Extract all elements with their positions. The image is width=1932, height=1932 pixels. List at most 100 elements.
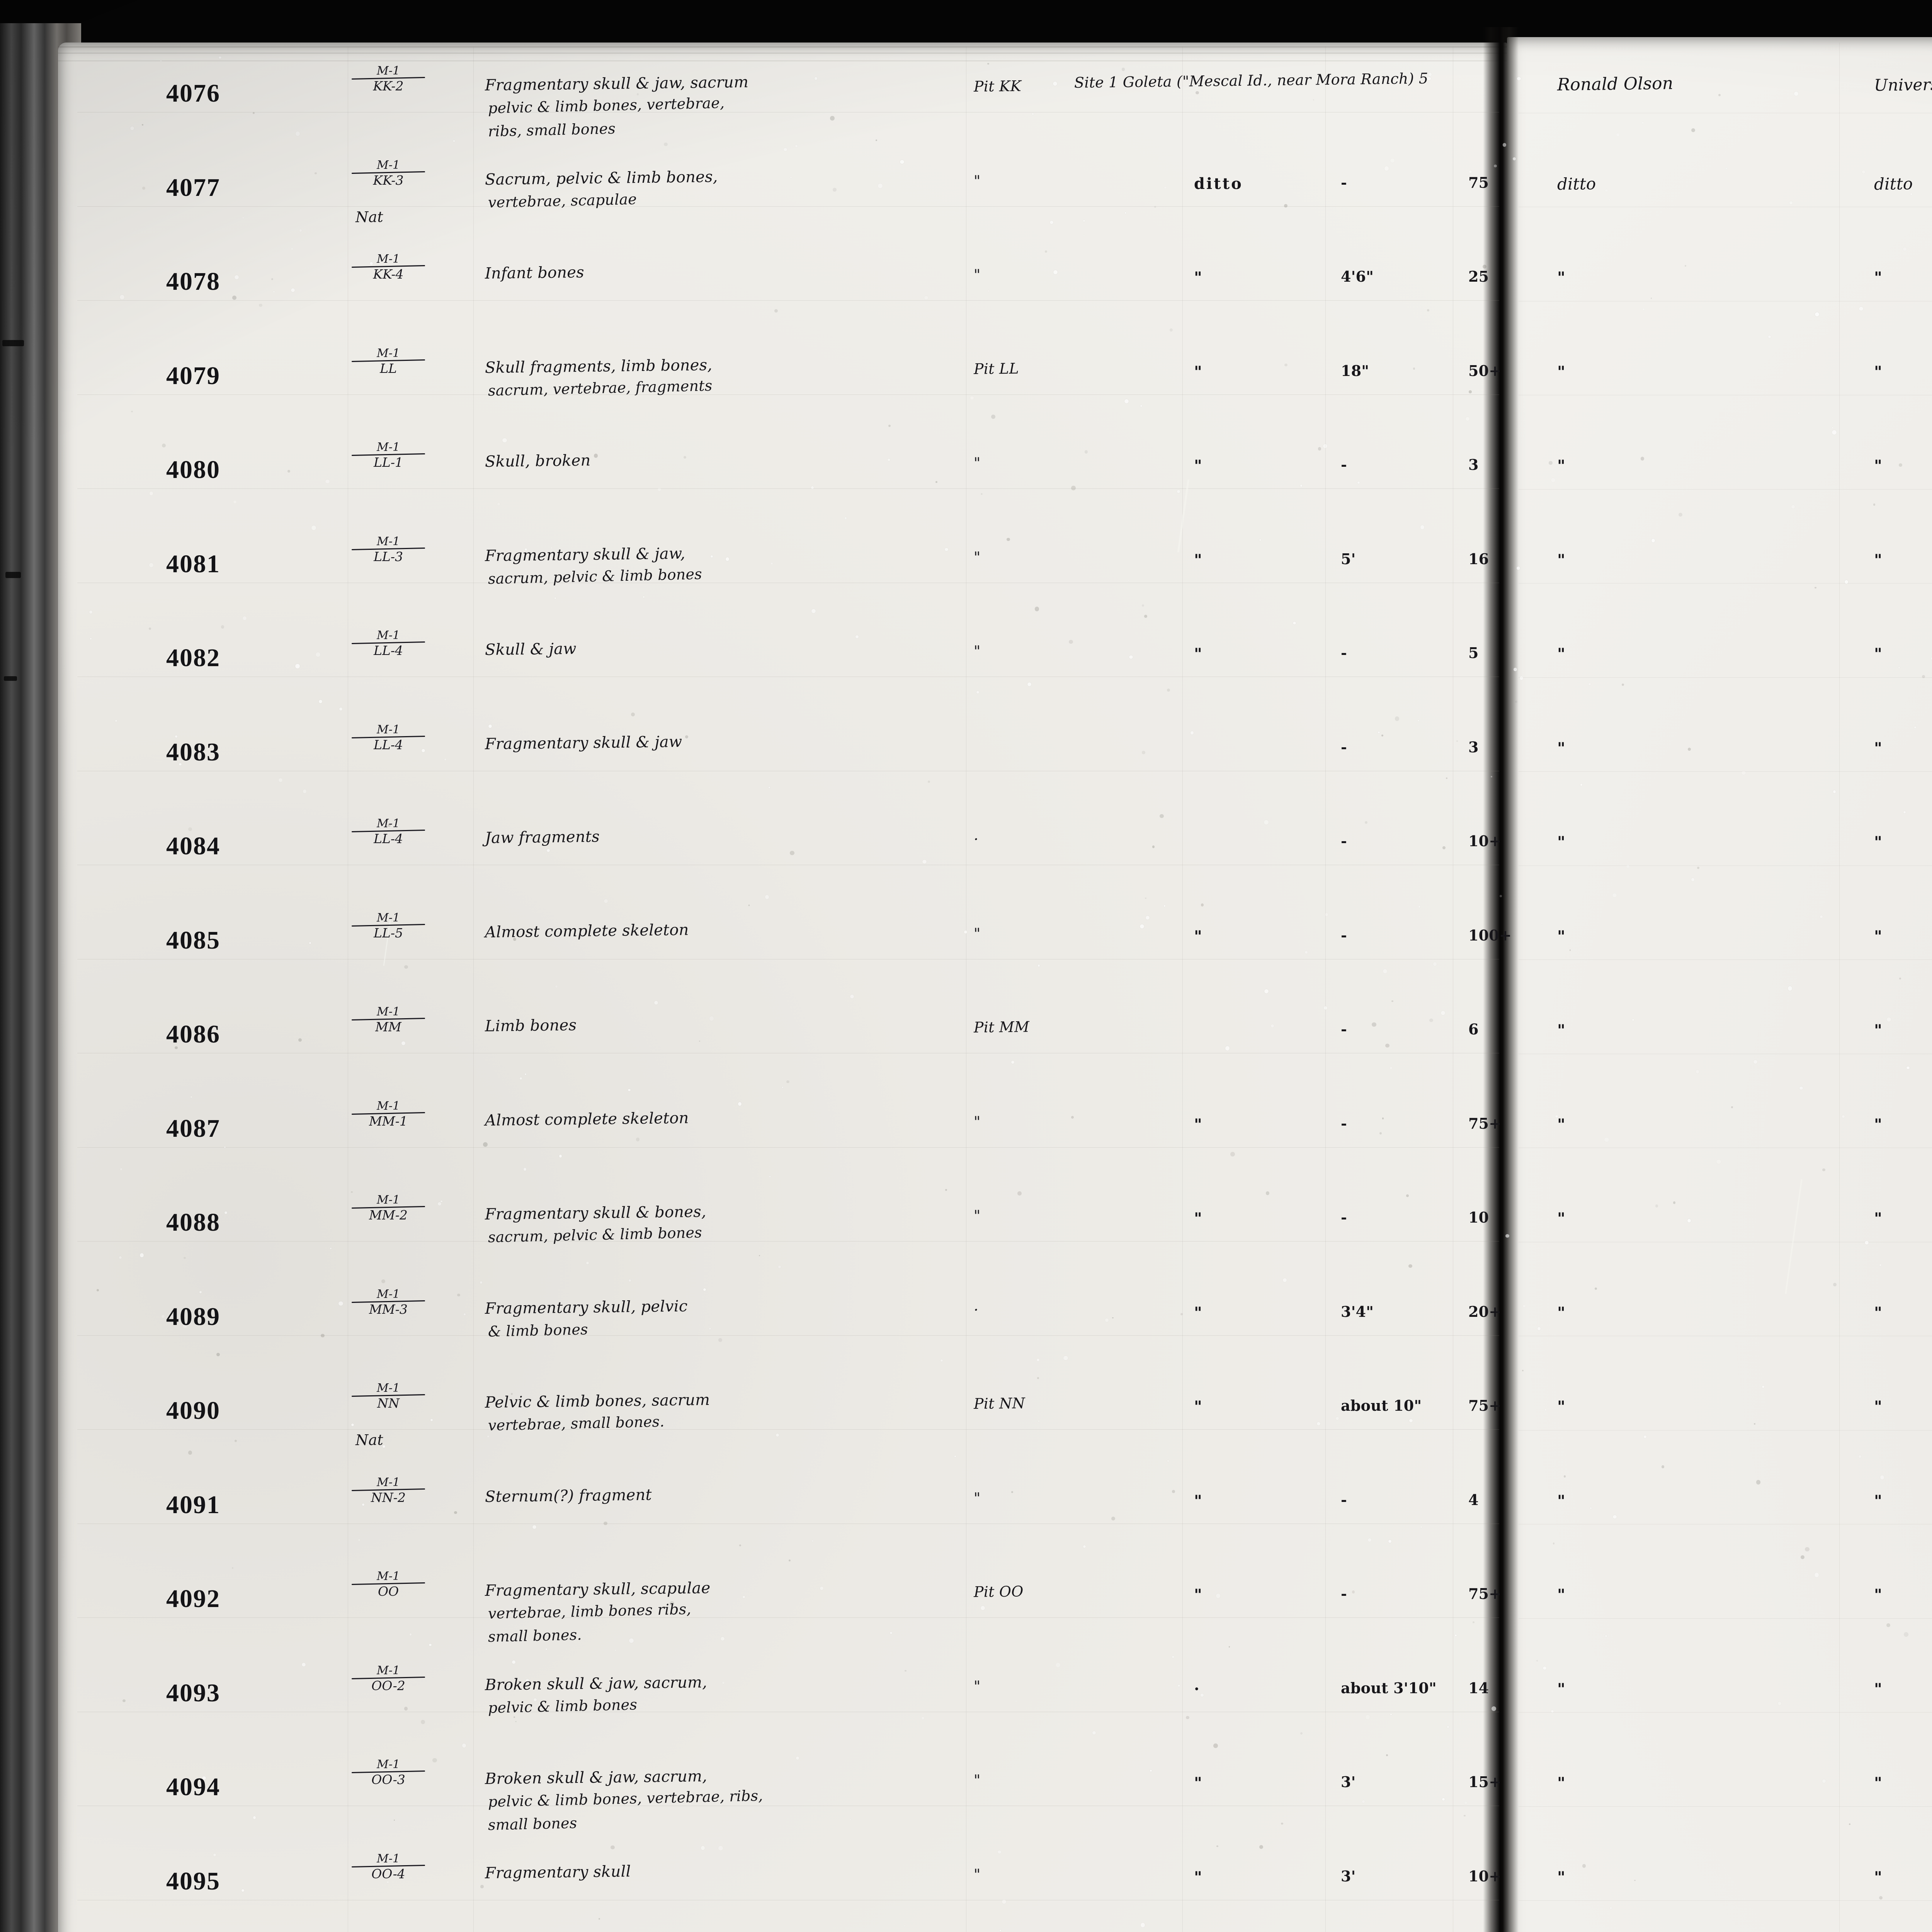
- paper-fleck: [796, 1756, 799, 1760]
- paper-fleck: [1899, 978, 1901, 980]
- paper-fleck: [629, 1638, 634, 1643]
- paper-fleck: [483, 1142, 488, 1147]
- paper-fleck: [1634, 1879, 1636, 1881]
- paper-fleck: [303, 789, 307, 793]
- paper-fleck: [1447, 1726, 1449, 1728]
- paper-fleck: [1270, 1024, 1274, 1028]
- paper-fleck: [259, 303, 262, 307]
- paper-fleck: [1216, 1594, 1221, 1599]
- paper-fleck: [172, 1217, 174, 1219]
- collector-value: ": [1557, 1680, 1567, 1698]
- paper-fleck: [709, 1016, 714, 1021]
- paper-fleck: [242, 1889, 245, 1892]
- paper-fleck: [480, 1281, 483, 1284]
- paper-fleck: [594, 453, 598, 458]
- paper-fleck: [1555, 1115, 1558, 1118]
- paper-fleck: [1716, 1160, 1721, 1164]
- paper-fleck: [1365, 1714, 1370, 1719]
- paper-fleck: [1726, 168, 1727, 169]
- paper-fleck: [1864, 1240, 1869, 1245]
- paper-fleck: [830, 116, 835, 121]
- paper-fleck: [699, 1040, 701, 1042]
- paper-fleck: [1011, 1061, 1015, 1064]
- paper-fleck: [1922, 675, 1925, 678]
- paper-fleck: [1904, 1632, 1908, 1637]
- collector-value: ": [1557, 362, 1567, 381]
- collector-value: ": [1557, 1774, 1567, 1792]
- paper-fleck: [1641, 122, 1644, 124]
- paper-fleck: [1541, 922, 1543, 924]
- paper-fleck: [529, 1213, 531, 1215]
- paper-fleck: [1833, 1282, 1837, 1286]
- paper-fleck: [976, 690, 979, 694]
- paper-fleck: [814, 77, 818, 80]
- description-line: ribs, small bones: [488, 120, 616, 140]
- description-line: Fragmentary skull, pelvic: [485, 1297, 688, 1318]
- quantity-value: 10: [1468, 1209, 1489, 1226]
- paper-fleck: [987, 63, 989, 65]
- paper-fleck: [190, 1096, 192, 1098]
- paper-fleck: [1608, 199, 1610, 201]
- locality-ditto: ditto: [1194, 174, 1243, 193]
- paper-fleck: [1517, 77, 1521, 81]
- paper-fleck: [497, 502, 500, 506]
- field-number-denominator: LL-3: [374, 549, 403, 564]
- collector-value: ": [1557, 1209, 1567, 1228]
- paper-fleck: [232, 296, 236, 300]
- paper-fleck: [1007, 537, 1010, 541]
- field-number-numerator: M-1: [377, 1663, 400, 1677]
- quantity-value: 75+: [1468, 1397, 1502, 1414]
- paper-fleck: [97, 1289, 99, 1291]
- locality-ditto: ·: [1194, 1680, 1201, 1698]
- paper-fleck: [1063, 1356, 1068, 1361]
- paper-fleck: [1903, 811, 1906, 813]
- paper-fleck: [1196, 91, 1199, 95]
- locality-text: ": [973, 454, 981, 471]
- paper-fleck: [224, 1211, 228, 1214]
- paper-fleck: [316, 652, 321, 657]
- collector-value: ": [1557, 1492, 1567, 1510]
- locality-text: Pit KK: [973, 77, 1022, 95]
- paper-fleck: [1685, 265, 1687, 267]
- catalog-number: 4085: [166, 926, 220, 954]
- paper-fleck: [1697, 866, 1700, 869]
- paper-fleck: [1820, 915, 1823, 918]
- paper-fleck: [599, 124, 602, 127]
- paper-fleck: [1595, 1287, 1597, 1290]
- paper-fleck: [1001, 87, 1006, 92]
- field-number-denominator: OO: [378, 1584, 399, 1599]
- paper-fleck: [1886, 1017, 1891, 1022]
- paper-fleck: [1626, 864, 1630, 868]
- depth-value: about 10": [1341, 1397, 1422, 1414]
- paper-fleck: [559, 1155, 562, 1158]
- catalog-number: 4077: [166, 173, 220, 202]
- description-line: Skull fragments, limb bones,: [485, 356, 713, 377]
- paper-fleck: [1150, 1770, 1152, 1772]
- paper-fleck: [1139, 924, 1144, 929]
- column-rule: [473, 46, 474, 1932]
- paper-fleck: [980, 1606, 985, 1610]
- book-gutter: [1483, 27, 1519, 1932]
- paper-fleck: [924, 296, 928, 300]
- field-number-fraction: M-1 LL: [351, 347, 425, 375]
- locality-ditto: ": [1194, 645, 1204, 663]
- paper-fleck: [231, 1567, 233, 1569]
- field-number-denominator: OO-2: [371, 1678, 405, 1693]
- locality-text: ·: [973, 830, 979, 848]
- paper-fleck: [928, 781, 930, 783]
- paper-fleck: [1264, 989, 1269, 994]
- paper-fleck: [188, 827, 192, 832]
- locality-text: ": [973, 172, 981, 189]
- locality-ditto: ": [1194, 1115, 1204, 1134]
- source-value: ": [1874, 1680, 1884, 1698]
- paper-fleck: [1804, 1547, 1810, 1552]
- paper-fleck: [546, 1648, 548, 1650]
- ledger-page-recto: [1507, 37, 1932, 1932]
- paper-fleck: [833, 188, 837, 192]
- paper-fleck: [945, 1189, 947, 1191]
- field-number-denominator: NN-2: [371, 1490, 406, 1505]
- paper-fleck: [1582, 1864, 1586, 1868]
- description-line: vertebrae, scapulae: [488, 190, 637, 211]
- quantity-value: 75+: [1468, 1585, 1502, 1602]
